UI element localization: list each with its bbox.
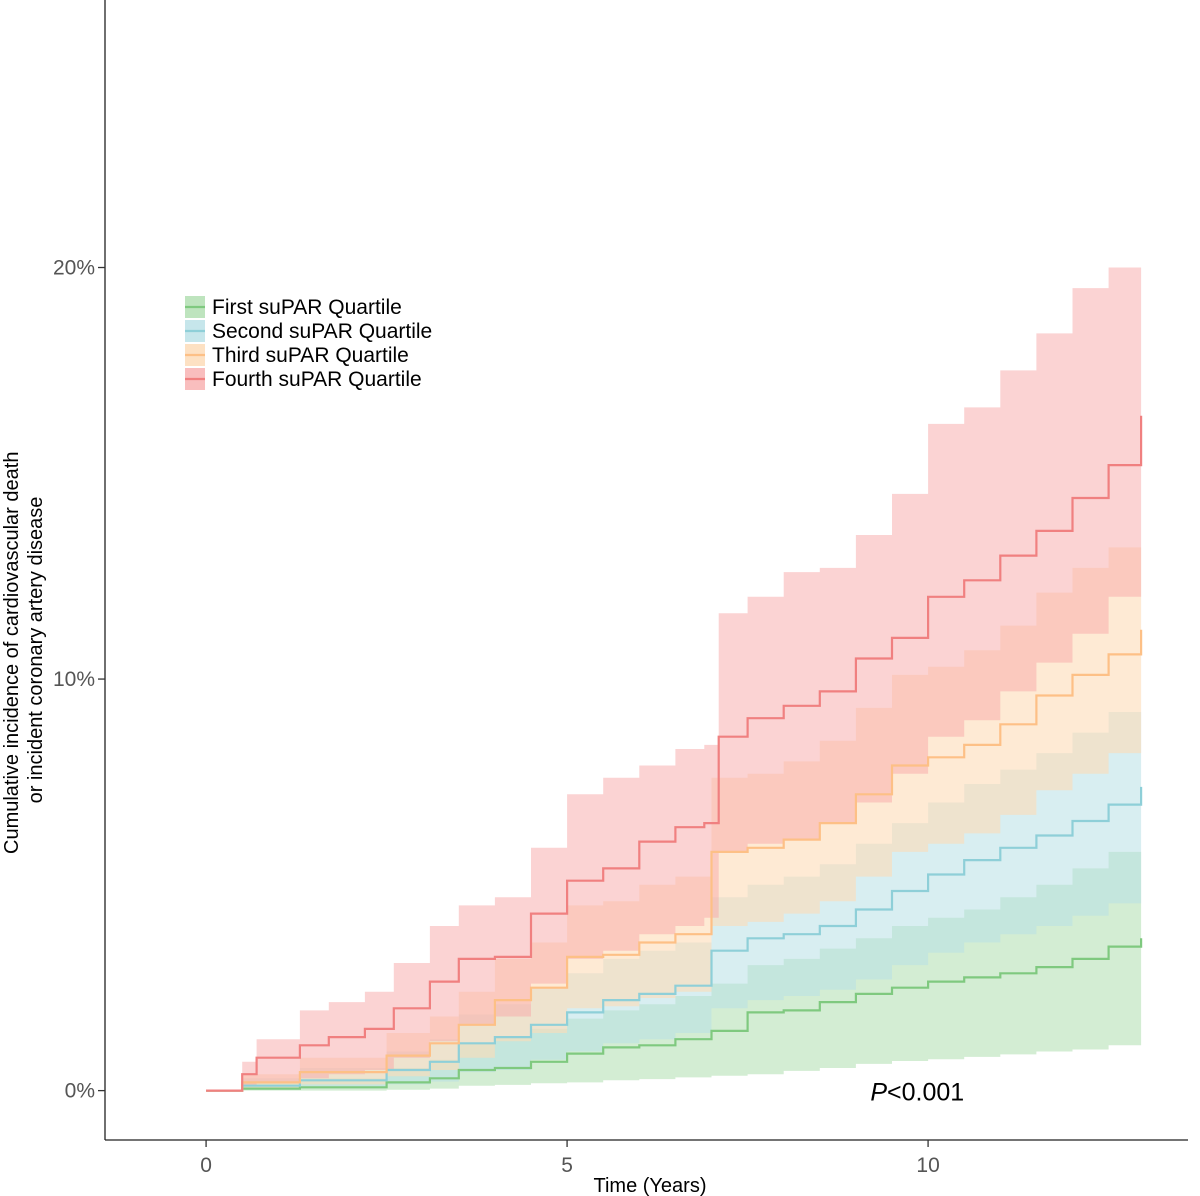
x-axis-title: Time (Years) (594, 1175, 707, 1196)
y-tick-label: 0% (65, 1080, 95, 1103)
y-axis-title-line-2: or incident coronary artery disease (25, 497, 47, 804)
x-tick-label: 5 (561, 1154, 573, 1177)
incidence-curves (206, 415, 1143, 1092)
axes (104, 0, 1188, 1141)
legend-item: Fourth suPAR Quartile (185, 368, 422, 391)
confidence-bands (206, 214, 1142, 1091)
legend-item: Third suPAR Quartile (185, 344, 409, 367)
fourth-supar-quartile-band (206, 214, 1142, 1091)
first-supar-quartile-line (206, 938, 1143, 1092)
p-value-italic: P (870, 1079, 887, 1107)
y-tick-label: 10% (53, 668, 95, 691)
x-ticks: 0 5 10 (200, 1140, 940, 1177)
x-tick-label: 0 (200, 1154, 212, 1177)
y-axis-title-line-1: Cumulative incidence of cardiovascular d… (1, 452, 23, 854)
y-axis-title: Cumulative incidence of cardiovascular d… (1, 446, 47, 854)
p-value-text: <0.001 (887, 1079, 964, 1107)
legend-item: Second suPAR Quartile (185, 320, 432, 343)
y-tick-label: 20% (53, 257, 95, 280)
p-value-annotation: P<0.001 (870, 1079, 964, 1107)
third-supar-quartile-band (206, 522, 1142, 1091)
x-tick-label: 10 (916, 1154, 939, 1177)
first-supar-quartile-band (206, 835, 1142, 1091)
second-supar-quartile-line (206, 786, 1143, 1092)
y-ticks: 0% 10% 20% (53, 257, 105, 1103)
legend-label: Fourth suPAR Quartile (212, 368, 422, 391)
legend-label: Second suPAR Quartile (212, 320, 432, 343)
second-supar-quartile-band (206, 687, 1142, 1091)
legend-label: Third suPAR Quartile (212, 344, 409, 367)
legend-label: First suPAR Quartile (212, 296, 402, 319)
fourth-supar-quartile-line (206, 415, 1143, 1092)
legend-item: First suPAR Quartile (185, 296, 402, 319)
third-supar-quartile-line (206, 629, 1143, 1092)
